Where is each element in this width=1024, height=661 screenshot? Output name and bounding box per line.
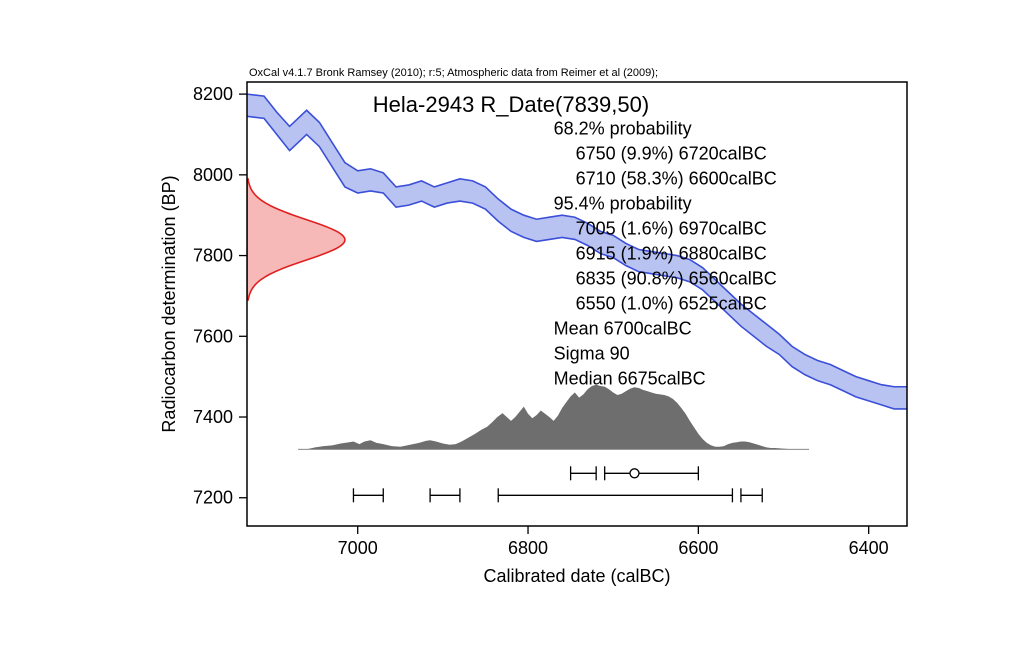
y-tick-label: 8200 <box>193 84 233 104</box>
x-tick-label: 6800 <box>508 538 548 558</box>
stats-line: Sigma 90 <box>554 344 630 364</box>
stats-line: 7005 (1.6%) 6970calBC <box>576 219 767 239</box>
y-axis-title: Radiocarbon determination (BP) <box>159 175 179 432</box>
stats-line: 68.2% probability <box>554 118 692 138</box>
x-tick-label: 6400 <box>849 538 889 558</box>
y-tick-label: 8000 <box>193 165 233 185</box>
y-tick-label: 7200 <box>193 488 233 508</box>
x-tick-label: 6600 <box>678 538 718 558</box>
stats-line: Mean 6700calBC <box>554 319 692 339</box>
stats-line: Median 6675calBC <box>554 369 706 389</box>
x-tick-label: 7000 <box>338 538 378 558</box>
stats-line: 6550 (1.0%) 6525calBC <box>576 294 767 314</box>
stats-line: 6915 (1.9%) 6880calBC <box>576 244 767 264</box>
y-tick-label: 7600 <box>193 326 233 346</box>
stats-line: 6835 (90.8%) 6560calBC <box>576 269 777 289</box>
stats-line: 6710 (58.3%) 6600calBC <box>576 169 777 189</box>
y-tick-label: 7400 <box>193 407 233 427</box>
y-tick-label: 7800 <box>193 246 233 266</box>
stats-line: 6750 (9.9%) 6720calBC <box>576 143 767 163</box>
x-axis-title: Calibrated date (calBC) <box>483 566 670 586</box>
stats-line: 95.4% probability <box>554 194 692 214</box>
oxcal-calibration-plot: 7200 7400 7600 7800 8000 8200 7000 6800 6600 6400… <box>0 0 1024 661</box>
sample-title: Hela-2943 R_Date(7839,50) <box>373 92 649 117</box>
median-marker <box>630 469 639 478</box>
software-citation: OxCal v4.1.7 Bronk Ramsey (2010); r:5; A… <box>249 67 658 79</box>
